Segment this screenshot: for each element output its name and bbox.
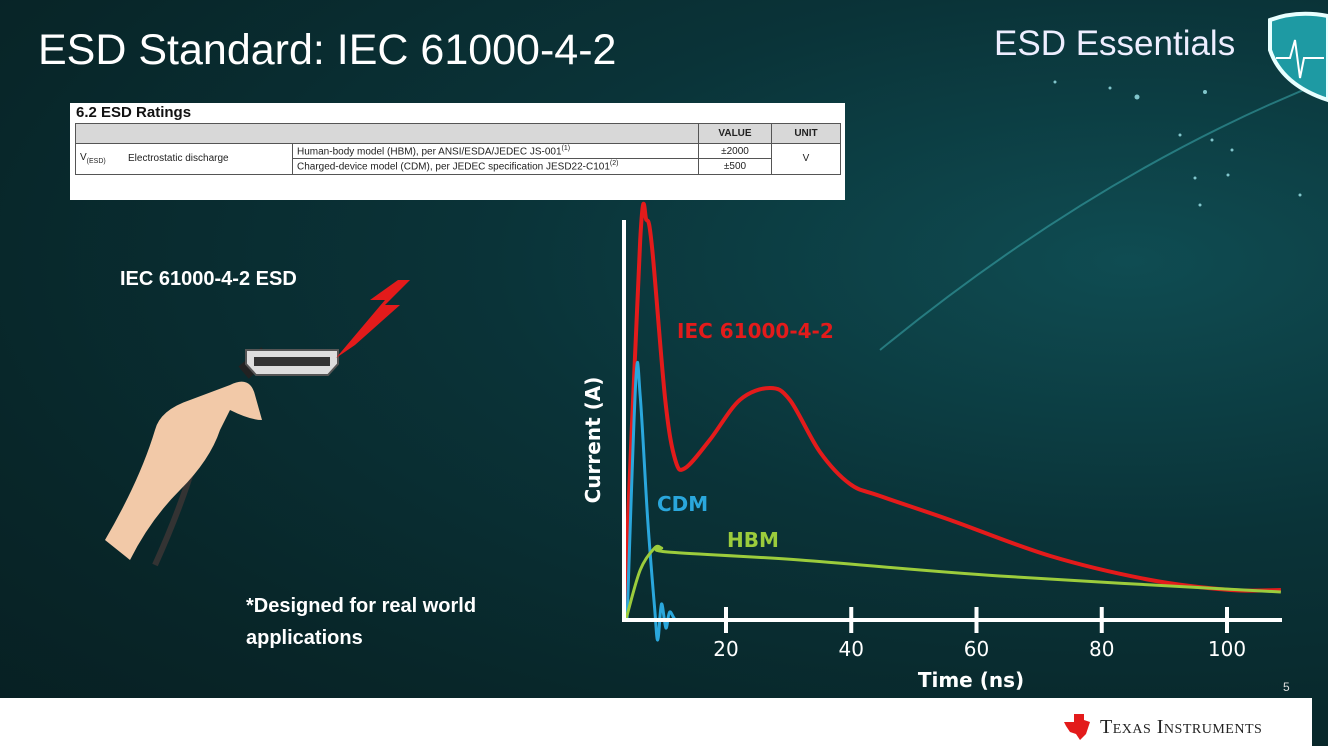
- slide-title: ESD Standard: IEC 61000-4-2: [38, 26, 617, 74]
- ti-state-logo-icon: [1064, 714, 1090, 740]
- footnote-line-1: *Designed for real world: [246, 595, 477, 617]
- table-caption: 6.2 ESD Ratings: [76, 104, 192, 121]
- condition-cell: Charged-device model (CDM), per JEDEC sp…: [292, 158, 699, 175]
- series-label-cdm: CDM: [657, 492, 708, 516]
- esd-label: IEC 61000-4-2 ESD: [120, 268, 297, 290]
- table-header-value: VALUE: [698, 123, 772, 144]
- series-line-iec-61000-4-2: [621, 201, 1281, 621]
- footnote-line-2: applications: [246, 627, 363, 649]
- series-label-iec: IEC 61000-4-2: [677, 319, 834, 343]
- symbol-cell: V(ESD): [75, 143, 124, 175]
- brand-title: ESD Essentials: [994, 24, 1236, 63]
- ti-logo: Texas Instruments: [1062, 712, 1262, 742]
- hand-hdmi-illustration: [105, 280, 410, 567]
- table-row: V(ESD) Electrostatic discharge Human-bod…: [75, 142, 841, 175]
- page-number: 5: [1283, 680, 1290, 694]
- value-cell: ±500: [698, 158, 772, 175]
- table-header-blank: [75, 123, 699, 144]
- table-header-unit: UNIT: [771, 123, 841, 144]
- footnote: *Designed for real world applications: [246, 590, 476, 654]
- series-line-hbm: [624, 544, 1281, 621]
- x-tick-label: 60: [964, 637, 989, 661]
- series-line-cdm: [625, 361, 688, 642]
- series-label-hbm: HBM: [727, 528, 779, 552]
- x-tick-label: 40: [839, 637, 864, 661]
- parameter-cell: Electrostatic discharge: [124, 143, 293, 175]
- hand-icon: [105, 381, 262, 560]
- x-axis-label: Time (ns): [918, 668, 1024, 692]
- company-name: Texas Instruments: [1100, 715, 1263, 738]
- lightning-bolt-icon: [336, 280, 410, 358]
- esd-ratings-table: 6.2 ESD Ratings VALUE UNIT V(ESD) Electr…: [70, 103, 845, 200]
- unit-cell: V: [771, 143, 841, 175]
- footer-bar: [0, 698, 1312, 746]
- x-tick-label: 100: [1208, 637, 1246, 661]
- y-axis-label: Current (A): [581, 377, 605, 504]
- x-tick-label: 20: [713, 637, 738, 661]
- table-row: Charged-device model (CDM), per JEDEC sp…: [76, 158, 841, 175]
- x-tick-label: 80: [1089, 637, 1114, 661]
